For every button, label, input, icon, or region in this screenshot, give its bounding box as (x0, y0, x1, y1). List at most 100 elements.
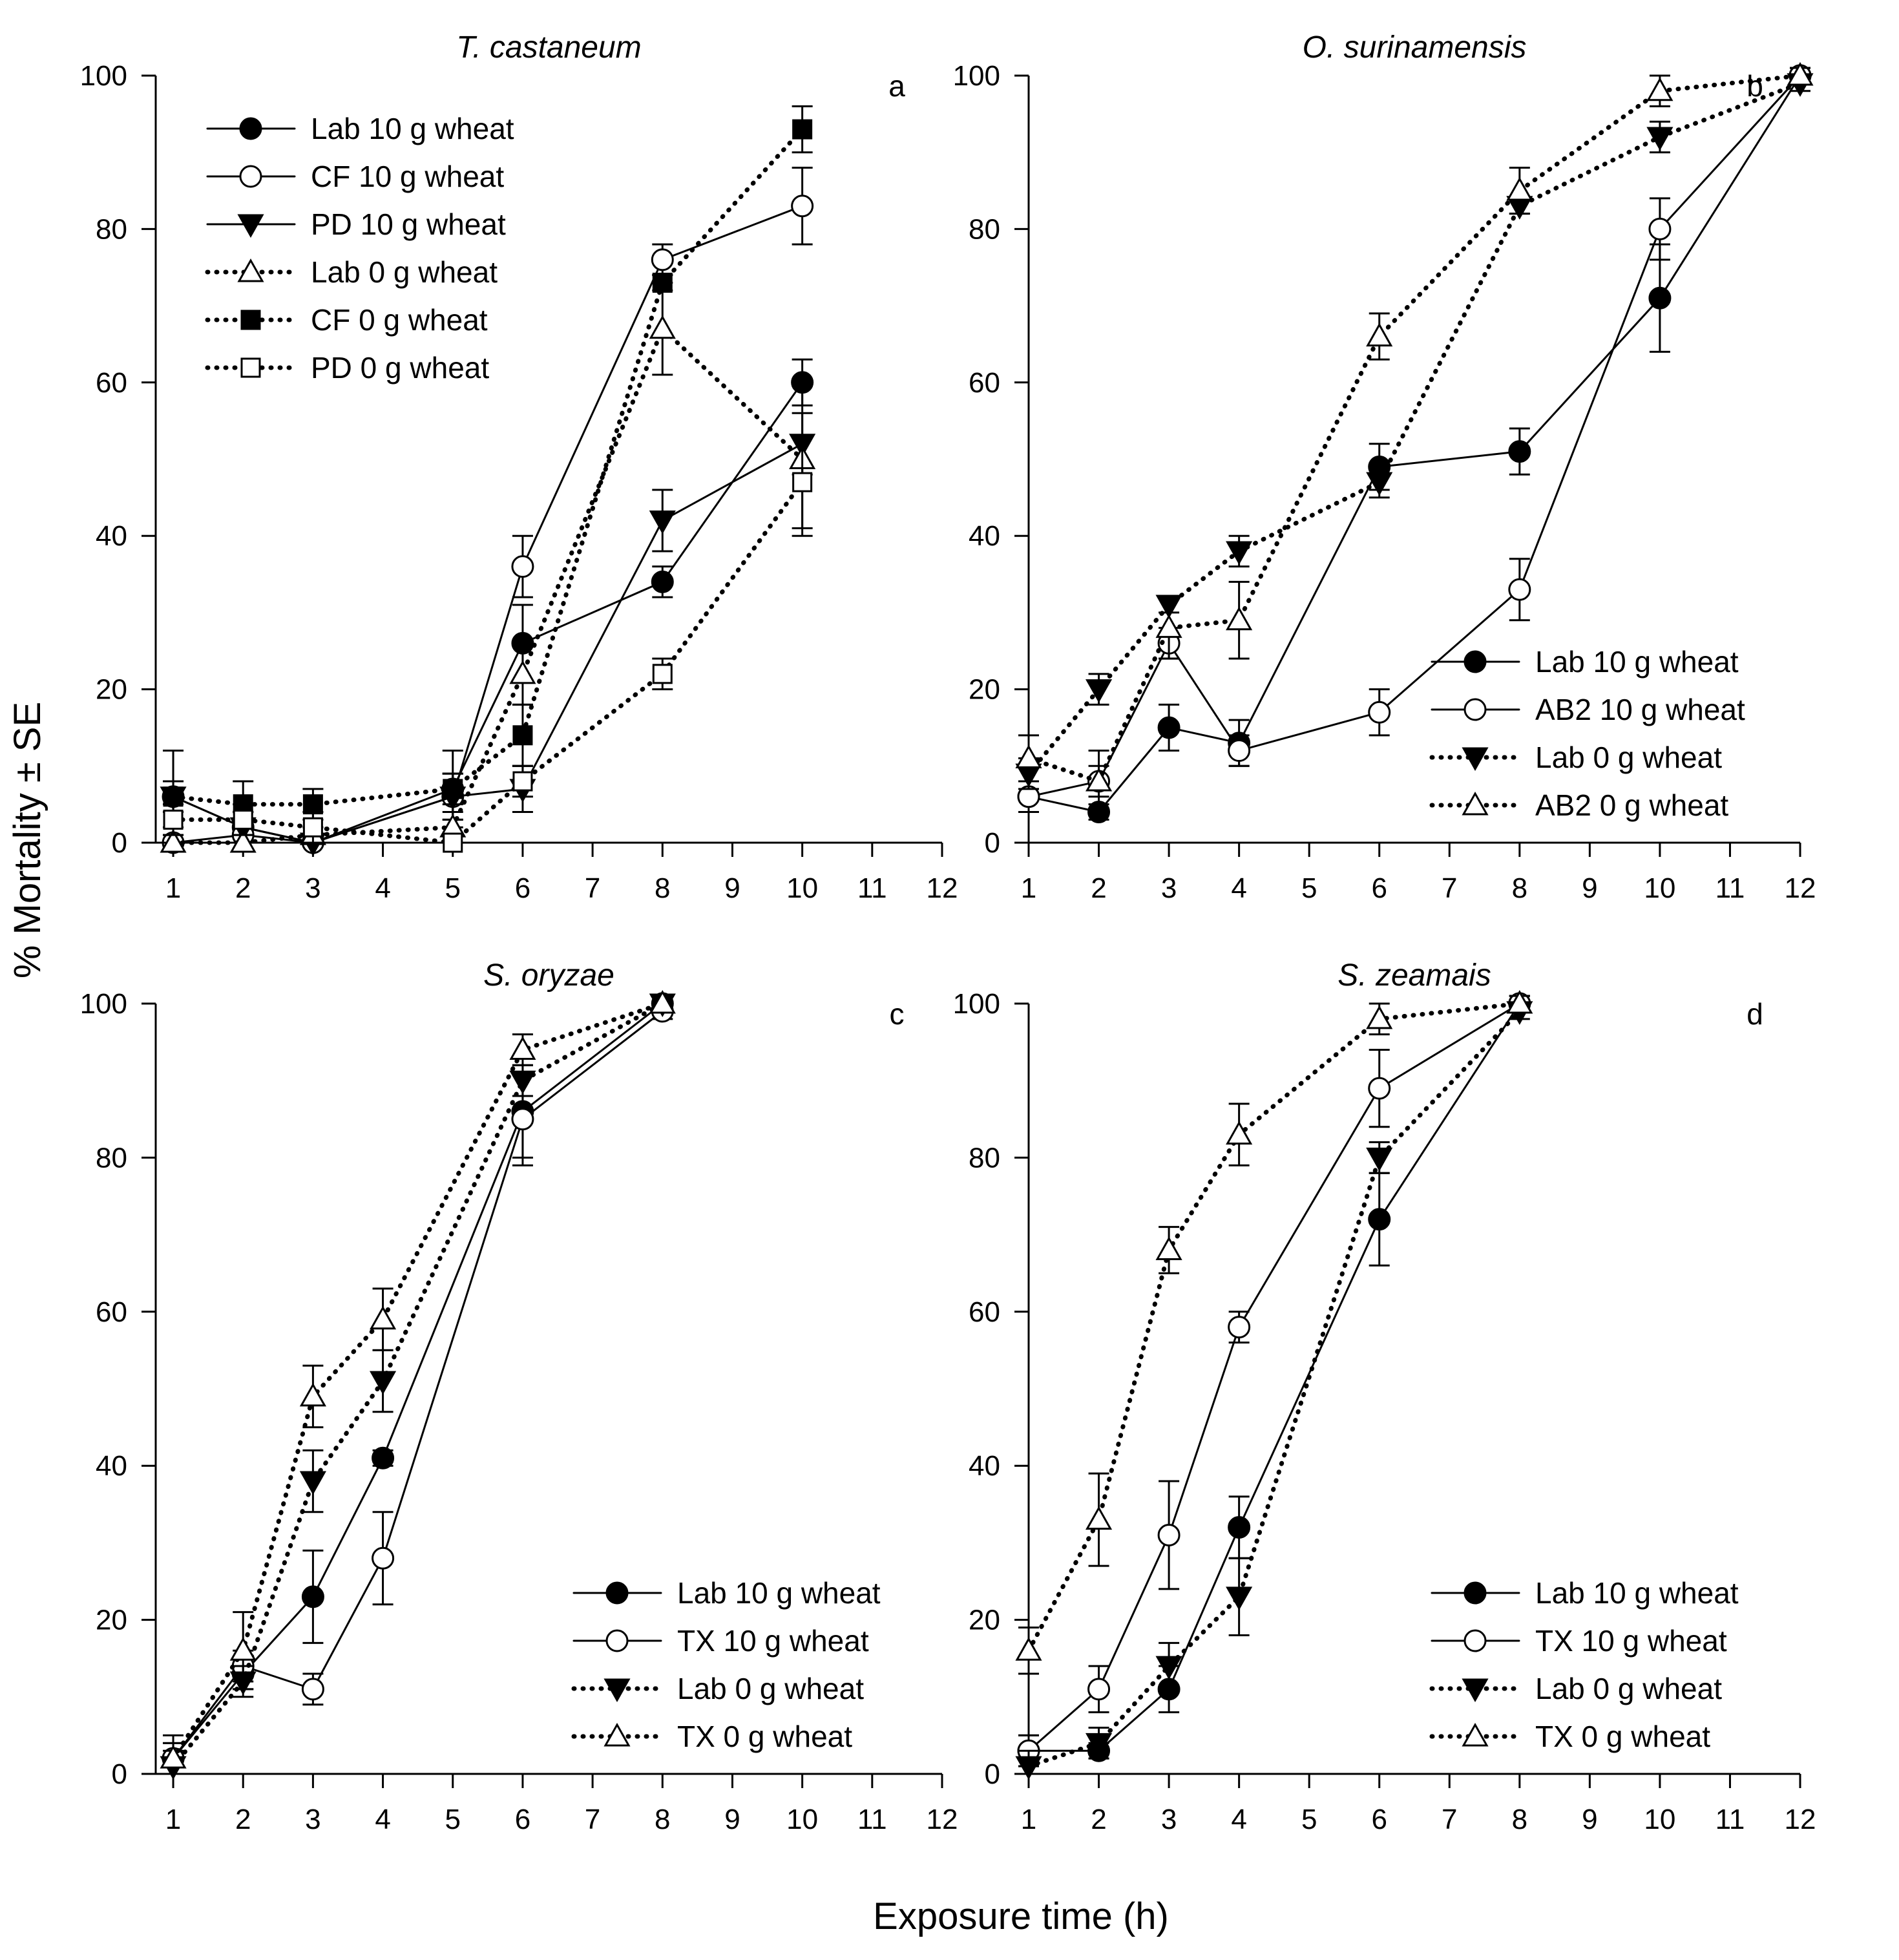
data-point (1228, 1516, 1251, 1539)
legend-label: PD 10 g wheat (311, 207, 506, 241)
data-point (1085, 679, 1113, 703)
x-tick-label: 11 (1715, 1804, 1745, 1835)
data-point (372, 1446, 395, 1470)
data-point (299, 1382, 326, 1407)
data-point (301, 1585, 324, 1608)
x-tick-label: 7 (585, 872, 600, 904)
y-tick-label: 100 (80, 60, 127, 92)
series-tx-0-g-wheat (160, 989, 676, 1775)
panel-letter: a (888, 69, 905, 103)
x-tick-label: 9 (1582, 872, 1597, 904)
data-point (160, 828, 187, 853)
legend-marker (1464, 650, 1487, 673)
legend-marker (239, 165, 262, 188)
legend: Lab 10 g wheat TX 10 g wheat Lab 0 g wheat… (571, 1576, 881, 1753)
data-point (512, 771, 533, 792)
legend: Lab 10 g wheat CF 10 g wheat PD 10 g wheat… (205, 112, 514, 385)
data-point (649, 315, 676, 339)
series-line (171, 1001, 665, 1769)
x-tick-label: 5 (1301, 1804, 1317, 1835)
legend-marker (605, 1581, 629, 1605)
x-tick-label: 12 (927, 872, 958, 904)
data-point (299, 1471, 326, 1495)
y-tick-label: 0 (112, 827, 127, 859)
x-tick-label: 1 (1021, 1804, 1036, 1835)
x-tick-label: 5 (1301, 872, 1317, 904)
y-tick-label: 20 (969, 674, 1000, 706)
x-tick-label: 9 (724, 1804, 740, 1835)
x-tick-label: 11 (1715, 872, 1745, 904)
data-point (649, 510, 676, 534)
data-point (229, 828, 257, 853)
legend: Lab 10 g wheat AB2 10 g wheat Lab 0 g whea… (1429, 645, 1745, 822)
legend-marker (1462, 791, 1489, 816)
data-point (1155, 614, 1182, 638)
panel-letter: d (1747, 997, 1763, 1031)
x-tick-label: 3 (305, 1804, 320, 1835)
legend-label: Lab 0 g wheat (311, 255, 498, 289)
x-tick-label: 11 (857, 1804, 887, 1835)
panel-title: O. surinamensis (1303, 30, 1527, 65)
data-point (1228, 1316, 1251, 1339)
x-tick-label: 8 (655, 872, 670, 904)
legend-marker (1464, 1581, 1487, 1605)
legend-marker (603, 1722, 631, 1747)
y-tick-label: 0 (985, 827, 1000, 859)
legend-label: TX 10 g wheat (1535, 1624, 1727, 1658)
legend-label: Lab 10 g wheat (1535, 645, 1739, 679)
data-point (509, 1070, 536, 1095)
x-tick-label: 4 (375, 1804, 390, 1835)
y-tick-label: 60 (969, 367, 1000, 399)
legend-marker (605, 1629, 629, 1652)
x-tick-label: 2 (235, 872, 251, 904)
y-tick-label: 20 (96, 674, 127, 706)
x-tick-label: 2 (1091, 1804, 1106, 1835)
data-point (163, 786, 184, 807)
data-point (651, 570, 674, 593)
series-pd-0-g-wheat (163, 435, 813, 853)
legend-label: Lab 0 g wheat (1535, 741, 1722, 774)
data-point (1087, 1678, 1111, 1701)
series-line (171, 1001, 665, 1761)
x-tick-label: 10 (786, 1804, 818, 1835)
x-tick-label: 1 (165, 872, 181, 904)
x-tick-label: 7 (1442, 872, 1457, 904)
x-tick-label: 4 (375, 872, 390, 904)
y-tick-label: 60 (96, 367, 127, 399)
x-tick-label: 7 (585, 1804, 600, 1835)
data-point (160, 1745, 187, 1769)
series-tx-0-g-wheat (1015, 989, 1533, 1675)
data-point (370, 1371, 397, 1395)
data-point (792, 472, 813, 492)
x-tick-label: 6 (1371, 872, 1387, 904)
series-line (1026, 1009, 1522, 1769)
data-point (1368, 1208, 1391, 1231)
data-point (1787, 61, 1814, 86)
series-line (172, 1002, 664, 1760)
panel-letter: c (890, 997, 905, 1031)
legend-label: TX 10 g wheat (677, 1624, 869, 1658)
x-axis-title: Exposure time (h) (873, 1895, 1169, 1937)
data-point (511, 555, 534, 578)
data-point (302, 794, 323, 815)
legend-marker (239, 117, 262, 140)
series-line (1026, 1001, 1522, 1653)
y-tick-label: 20 (96, 1605, 127, 1636)
data-point (1368, 1077, 1391, 1100)
data-point (1366, 472, 1393, 496)
x-tick-label: 6 (1371, 1804, 1387, 1835)
legend-label: Lab 10 g wheat (1535, 1576, 1739, 1610)
x-tick-label: 12 (1785, 872, 1816, 904)
y-tick-label: 60 (969, 1296, 1000, 1328)
y-tick-label: 0 (985, 1758, 1000, 1790)
legend-label: TX 0 g wheat (677, 1720, 852, 1753)
legend-label: AB2 10 g wheat (1535, 693, 1745, 726)
panel-title: T. castaneum (456, 30, 641, 65)
data-point (1015, 1637, 1042, 1661)
legend-marker (603, 1678, 631, 1703)
series-tx-10-g-wheat (1017, 992, 1531, 1767)
y-tick-label: 40 (969, 520, 1000, 552)
legend-marker (240, 357, 261, 378)
